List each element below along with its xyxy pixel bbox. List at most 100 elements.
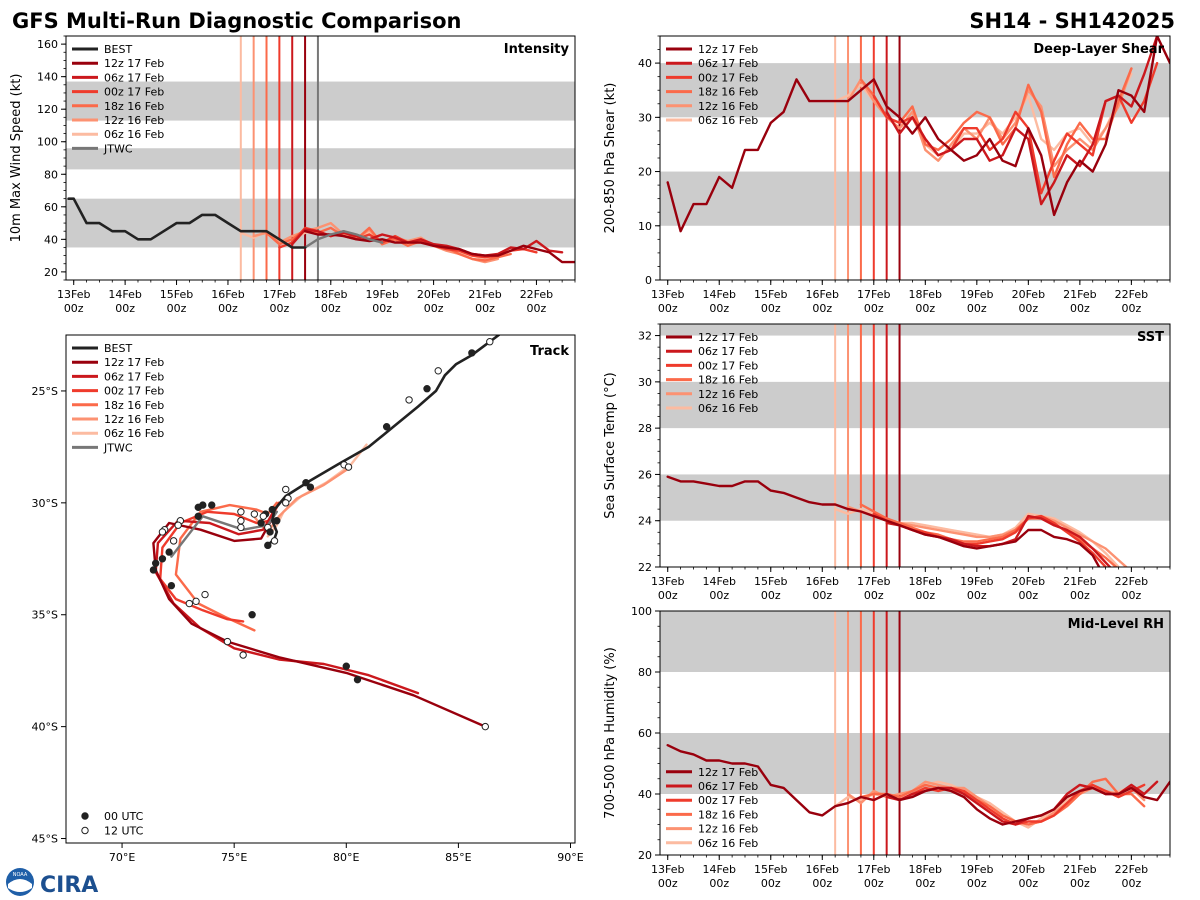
rh-xtick-hour-2: 00z [761,877,781,890]
intensity-legend-label-best: BEST [104,43,132,56]
rh-plot-area [660,611,1170,855]
shear-xtick-hour-5: 00z [915,302,935,315]
track-marker-12utc [192,597,200,606]
rh-xtick-label-21feb: 21Feb [1063,863,1096,876]
intensity-xtick-hour-7: 00z [424,302,444,315]
sst-ytick-label-28: 28 [638,422,652,435]
shear-ytick-label-0: 0 [645,274,652,287]
intensity-series-12z-17-feb [303,229,575,264]
track-series-best [266,335,501,547]
sst-xtick-hour-6: 00z [967,589,987,602]
rh-series-00z-17-feb [872,783,1146,826]
shear-xtick-hour-9: 00z [1121,302,1141,315]
intensity-ytick-label-140: 140 [37,71,58,84]
shear-xtick-label-19feb: 19Feb [960,288,993,301]
rh-xtick-label-15feb: 15Feb [754,863,787,876]
sst-xtick-label-17feb: 17Feb [857,575,890,588]
intensity-legend-label-06z-16-feb: 06z 16 Feb [104,128,164,141]
intensity-xtick-hour-2: 00z [167,302,187,315]
track-xtick-label-80: 80°E [333,851,359,864]
sst-legend-label-12z-17-feb: 12z 17 Feb [698,331,758,344]
track-marker-00utc [302,479,310,487]
shear-xtick-hour-0: 00z [658,302,678,315]
track-panel-title: Track [530,344,569,359]
rh-xtick-label-16feb: 16Feb [806,863,839,876]
sst-xtick-hour-2: 00z [761,589,781,602]
sst-legend-label-00z-17-feb: 00z 17 Feb [698,359,758,372]
track-marker-12utc [169,537,178,545]
track-xtick-label-85: 85°E [445,851,471,864]
shear-xtick-hour-7: 00z [1018,302,1038,315]
track-marker-00utc [468,349,476,357]
rh-series-12z-17-feb [666,744,1170,826]
sst-band-2 [660,324,1170,336]
rh-xtick-label-18feb: 18Feb [909,863,942,876]
track-marker-00utc [266,528,274,536]
rh-ytick-label-80: 80 [638,666,652,679]
track-marker-12utc [185,599,194,608]
track-marker-00utc [248,611,256,619]
rh-ytick-label-20: 20 [638,849,652,862]
sst-legend-label-12z-16-feb: 12z 16 Feb [698,388,758,401]
track-marker-00utc [208,501,216,509]
rh-ytick-label-40: 40 [638,788,652,801]
shear-ylabel: 200-850 hPa Shear (kt) [603,83,618,234]
intensity-xtick-label-14feb: 14Feb [108,288,141,301]
track-marker-00utc [423,385,431,393]
rh-xtick-label-19feb: 19Feb [960,863,993,876]
sst-series-12z-17-feb [666,475,1101,567]
sst-plot-area [660,324,1170,567]
track-ytick-label-35: 35°S [32,609,58,622]
shear-series-06z-17-feb [885,36,1159,206]
marker-legend-label-00-utc: 00 UTC [104,810,144,823]
shear-band-1 [660,63,1170,118]
intensity-plot-area [66,36,575,280]
sst-xtick-hour-7: 00z [1018,589,1038,602]
track-legend-label-jtwc: JTWC [103,441,133,454]
sst-frame [659,323,1171,568]
track-legend-label-12z-17-feb: 12z 17 Feb [104,356,164,369]
shear-legend-label-12z-17-feb: 12z 17 Feb [698,43,758,56]
rh-xtick-label-20feb: 20Feb [1012,863,1045,876]
rh-xtick-hour-8: 00z [1070,877,1090,890]
intensity-xtick-hour-9: 00z [527,302,547,315]
track-ytick-label-30: 30°S [32,497,58,510]
track-marker-12utc [282,485,290,494]
intensity-xtick-label-15feb: 15Feb [160,288,193,301]
shear-ytick-label-20: 20 [638,166,652,179]
track-marker-12utc [237,508,245,516]
track-marker-00utc [149,566,158,574]
shear-xtick-label-15feb: 15Feb [754,288,787,301]
sst-xtick-hour-4: 00z [864,589,884,602]
rh-series-18z-16-feb [859,777,1146,826]
sst-xtick-label-21feb: 21Feb [1063,575,1096,588]
rh-xtick-hour-3: 00z [812,877,832,890]
intensity-xtick-hour-8: 00z [475,302,495,315]
shear-xtick-hour-3: 00z [812,302,832,315]
shear-legend-label-18z-16-feb: 18z 16 Feb [698,86,758,99]
track-marker-00utc [306,483,315,491]
intensity-panel-title: Intensity [504,42,570,57]
shear-ytick-label-10: 10 [638,220,652,233]
rh-panel: 2040608010013Feb00z14Feb00z15Feb00z16Feb… [603,605,1171,890]
shear-series-12z-17-feb [666,36,1170,233]
rh-xtick-hour-9: 00z [1121,877,1141,890]
sst-panel: 22242628303213Feb00z14Feb00z15Feb00z16Fe… [603,323,1171,602]
intensity-ytick-label-60: 60 [44,201,58,214]
shear-xtick-hour-4: 00z [864,302,884,315]
track-legend-label-00z-17-feb: 00z 17 Feb [104,385,164,398]
intensity-band-1 [66,148,575,170]
rh-ytick-label-60: 60 [638,727,652,740]
sst-band-0 [660,474,1170,521]
sst-ytick-label-24: 24 [638,515,652,528]
shear-xtick-label-14feb: 14Feb [703,288,736,301]
shear-legend-label-12z-16-feb: 12z 16 Feb [698,100,758,113]
track-marker-12utc [239,651,247,659]
intensity-legend-label-jtwc: JTWC [103,142,133,155]
intensity-legend-label-06z-17-feb: 06z 17 Feb [104,71,164,84]
marker-legend-swatch-00-utc [81,812,89,820]
marker-legend-swatch-12-utc [81,826,89,835]
